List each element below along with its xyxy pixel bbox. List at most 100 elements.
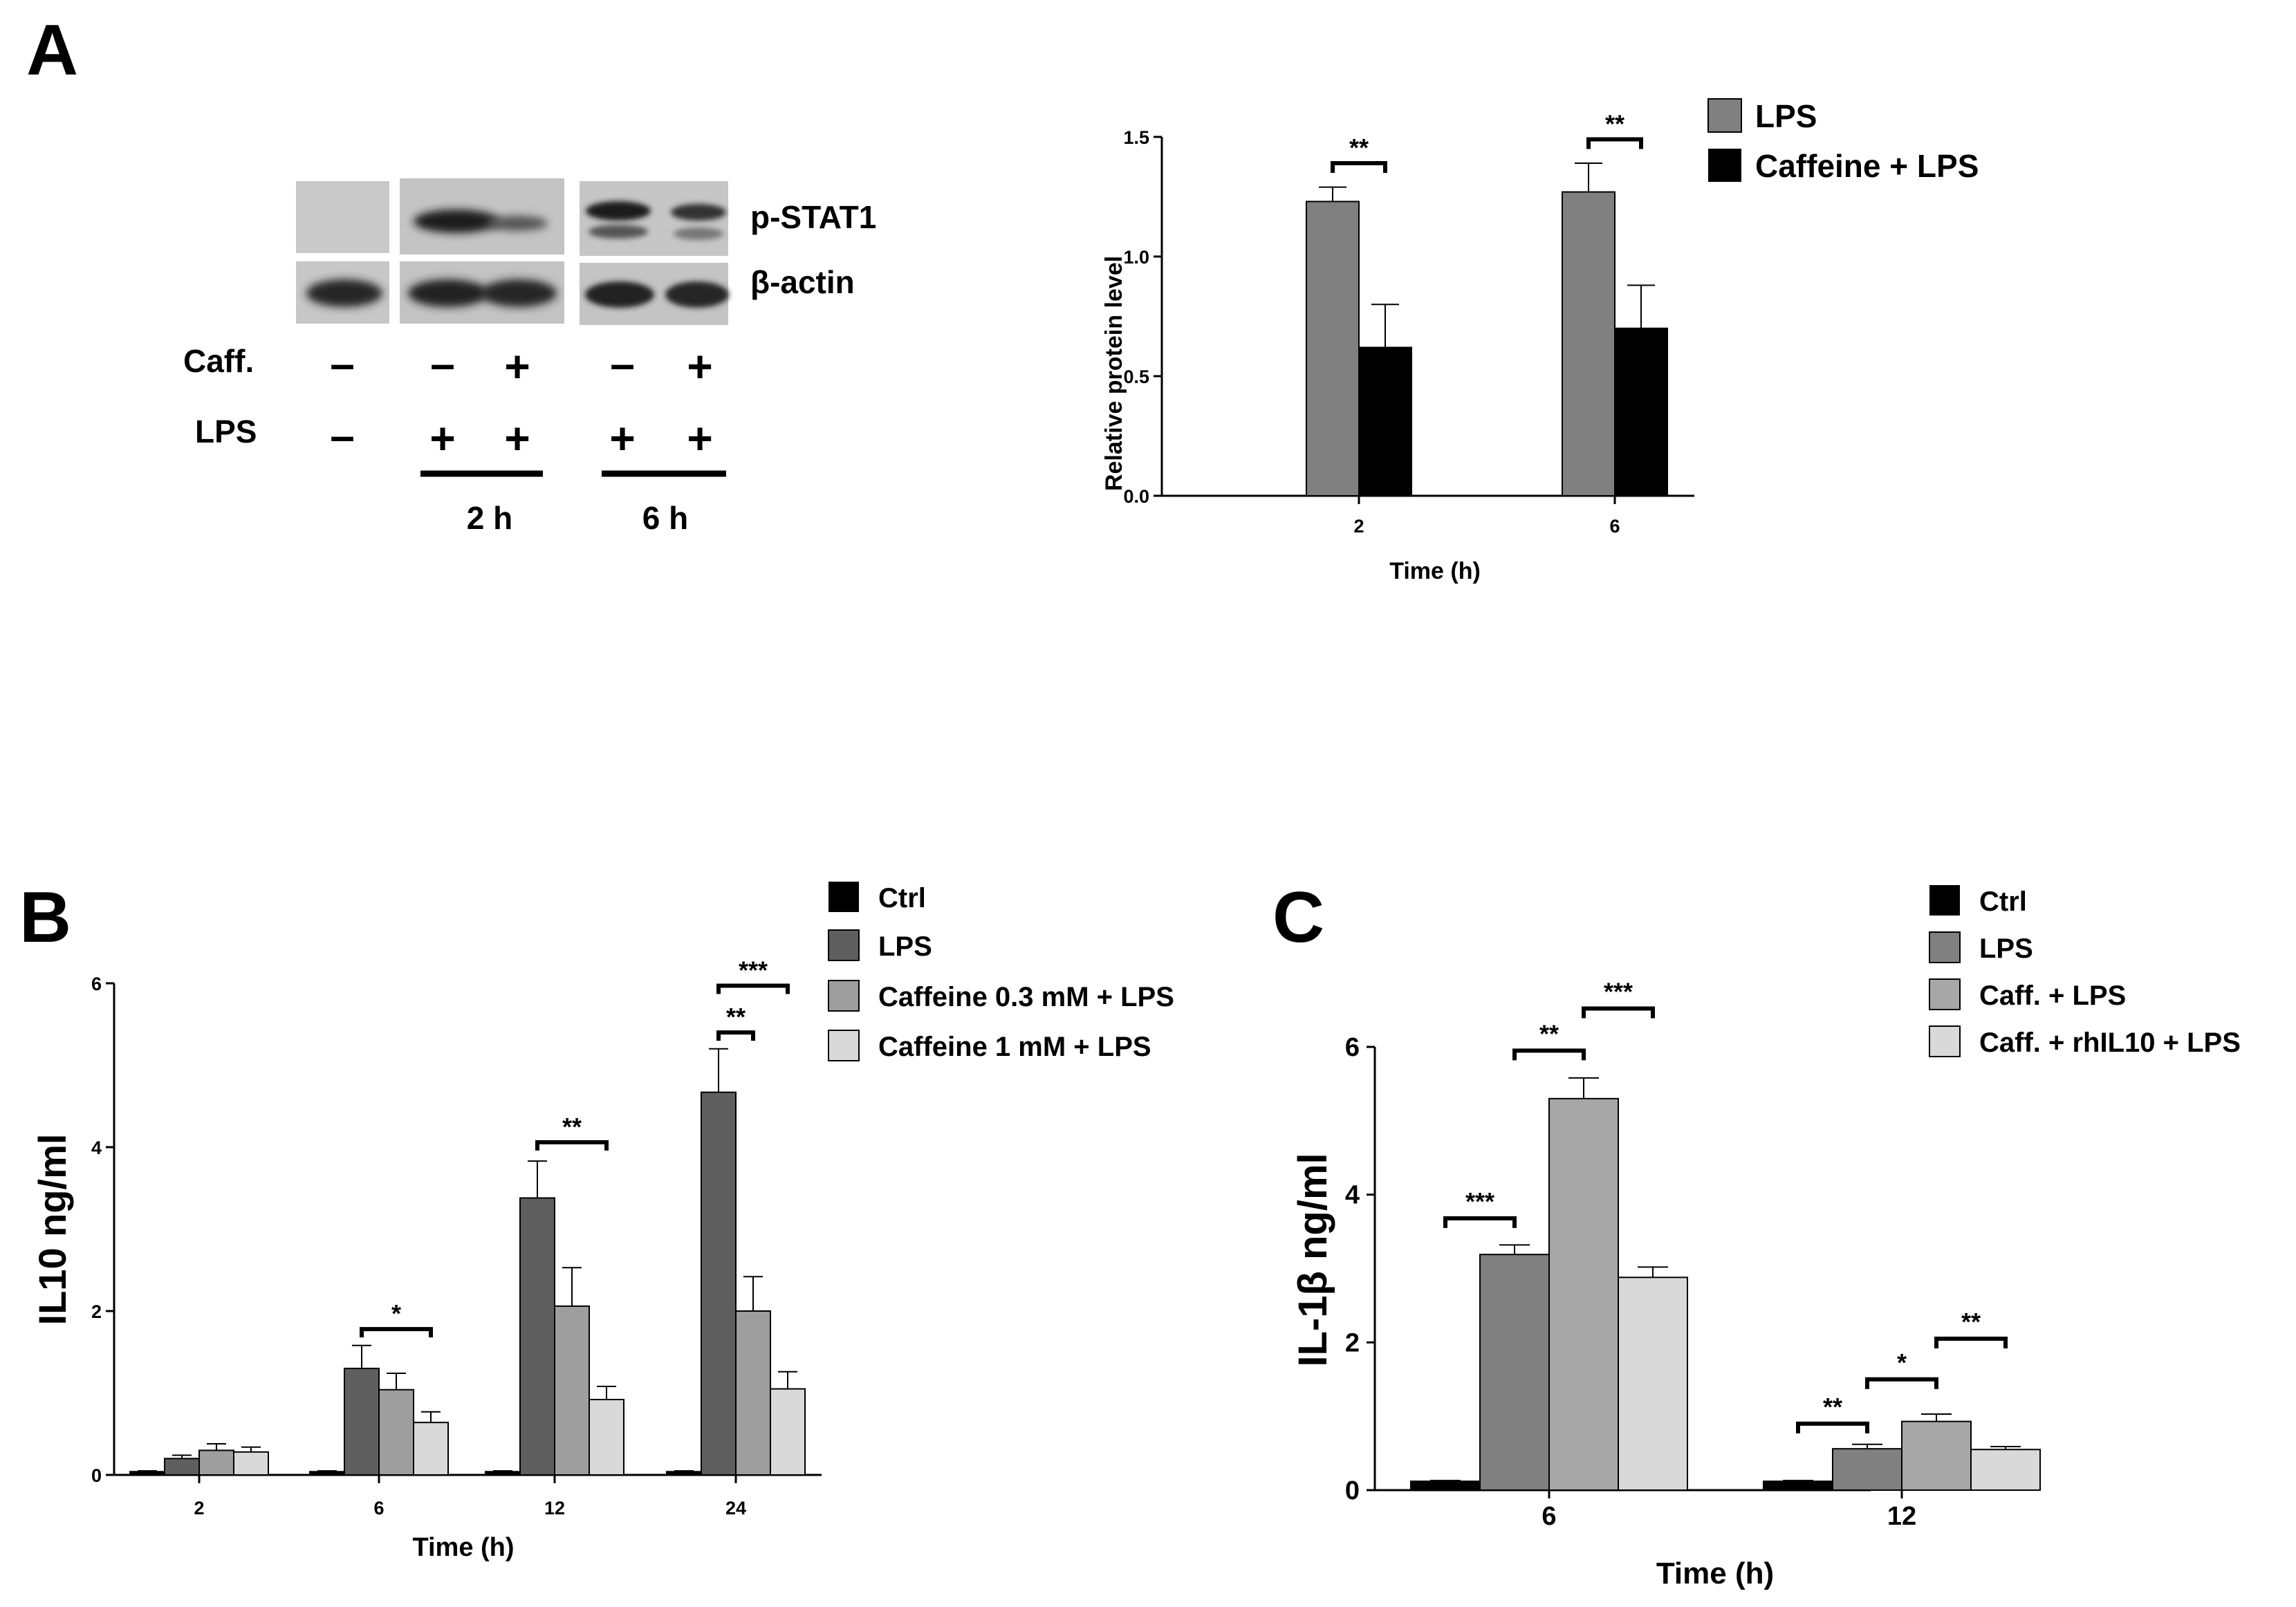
y-tick-label: 2 xyxy=(1345,1328,1360,1357)
bar xyxy=(1479,1254,1550,1491)
significance-label: ** xyxy=(562,1113,582,1141)
bar xyxy=(378,1388,414,1476)
legend-swatch-lps xyxy=(828,929,860,961)
legend-swatch-caff-rhil10-lps xyxy=(1929,1025,1961,1057)
legend-label-caff-lps: Caff. + LPS xyxy=(1979,981,2126,1011)
significance-label: ** xyxy=(1961,1308,1981,1336)
actin-band xyxy=(585,281,654,308)
y-tick-label: 0 xyxy=(91,1465,102,1486)
x-tick-label: 12 xyxy=(1887,1502,1916,1531)
bar xyxy=(1306,201,1360,496)
bar xyxy=(413,1422,449,1476)
bar xyxy=(770,1388,806,1476)
legend-label-lps: LPS xyxy=(1755,98,1817,134)
y-tick-label: 0.5 xyxy=(1123,366,1149,387)
significance-bracket xyxy=(360,1327,433,1338)
significance-bracket xyxy=(1331,161,1387,174)
significance-bracket xyxy=(1443,1216,1517,1228)
significance-label: * xyxy=(1897,1348,1907,1377)
bar xyxy=(589,1398,624,1476)
legend-swatch-ctrl xyxy=(828,882,859,912)
legend-label-ctrl: Ctrl xyxy=(878,883,926,913)
significance-bracket xyxy=(1934,1336,2008,1348)
y-tick-label: 1.0 xyxy=(1123,247,1149,268)
x-tick-label: 6 xyxy=(373,1498,384,1518)
significance-label: *** xyxy=(1465,1187,1494,1216)
actin-band xyxy=(665,281,729,308)
legend-swatch-caffeine-03 xyxy=(828,980,860,1012)
bar xyxy=(309,1471,345,1476)
y-tick-label: 4 xyxy=(91,1137,102,1158)
legend-label-caff-rhil10-lps: Caff. + rhIL10 + LPS xyxy=(1979,1028,2241,1058)
band-label-actin: β-actin xyxy=(750,264,855,300)
significance-bracket xyxy=(1582,1006,1655,1019)
significance-label: *** xyxy=(1604,977,1633,1005)
significance-label: ** xyxy=(1349,133,1369,162)
pstat1-band xyxy=(487,216,548,231)
caff-sign: – xyxy=(430,339,455,389)
significance-label: *** xyxy=(739,956,768,985)
bar xyxy=(701,1091,737,1476)
bar xyxy=(233,1451,269,1476)
bar xyxy=(164,1458,200,1476)
x-tick-label: 6 xyxy=(1542,1502,1556,1531)
lps-sign: + xyxy=(609,414,635,463)
x-tick-label: 24 xyxy=(725,1498,746,1518)
chart-b-legend: Ctrl LPS Caffeine 0.3 mM + LPS Caffeine … xyxy=(828,882,1174,1062)
significance-bracket xyxy=(1512,1048,1586,1061)
significance-bracket xyxy=(535,1140,609,1151)
blot-pstat1-panel-1 xyxy=(296,181,389,253)
chart-c-legend: Ctrl LPS Caff. + LPS Caff. + rhIL10 + LP… xyxy=(1929,885,2241,1058)
significance-label: * xyxy=(391,1299,401,1328)
legend-label-ctrl: Ctrl xyxy=(1979,886,2027,917)
y-tick-label: 0.0 xyxy=(1123,486,1149,507)
bar xyxy=(666,1471,702,1476)
actin-band xyxy=(408,279,488,307)
x-tick-label: 2 xyxy=(1353,516,1364,537)
y-tick-label: 4 xyxy=(1345,1181,1360,1210)
significance-bracket xyxy=(1796,1421,1869,1433)
pstat1-band xyxy=(674,227,723,240)
significance-bracket xyxy=(716,983,790,994)
y-tick-label: 0 xyxy=(1345,1476,1360,1505)
bar xyxy=(1970,1449,2041,1492)
chart-c-ylabel: IL-1β ng/ml xyxy=(1290,1153,1335,1366)
lps-sign: – xyxy=(330,411,355,461)
row-label-lps: LPS xyxy=(195,414,257,449)
band-label-pstat1: p-STAT1 xyxy=(750,199,876,235)
bar xyxy=(1548,1097,1619,1491)
caff-sign: – xyxy=(610,339,635,389)
y-tick-label: 6 xyxy=(1345,1033,1360,1062)
significance-label: ** xyxy=(726,1003,746,1031)
bar xyxy=(129,1471,165,1476)
bar xyxy=(519,1197,555,1476)
pstat1-band xyxy=(589,225,648,239)
legend-swatch-caffeine-1 xyxy=(828,1030,860,1061)
bar xyxy=(1763,1480,1833,1491)
bar xyxy=(1618,1276,1688,1491)
legend-swatch-ctrl xyxy=(1929,885,1960,916)
chart-a-xlabel: Time (h) xyxy=(1389,558,1481,584)
bar xyxy=(735,1310,771,1476)
caff-sign: – xyxy=(330,339,355,389)
legend-label-lps: LPS xyxy=(1979,933,2033,964)
pstat1-band xyxy=(671,204,726,221)
western-blot: p-STAT1 β-actin Caff. LPS – – + – + – + … xyxy=(183,178,876,536)
bar xyxy=(1614,327,1668,496)
time-group-label: 6 h xyxy=(642,500,688,536)
significance-bracket xyxy=(716,1030,755,1041)
bar xyxy=(554,1305,590,1476)
legend-swatch-caffeine-lps xyxy=(1708,149,1741,182)
bar xyxy=(1410,1480,1481,1491)
legend-swatch-caff-lps xyxy=(1929,978,1961,1010)
significance-bracket xyxy=(1586,137,1643,149)
x-tick-label: 12 xyxy=(544,1498,565,1518)
legend-swatch-lps xyxy=(1929,931,1961,963)
legend-label-caffeine-1: Caffeine 1 mM + LPS xyxy=(878,1032,1151,1062)
significance-label: ** xyxy=(1539,1019,1559,1048)
chart-a-legend: LPS Caffeine + LPS xyxy=(1707,98,1979,184)
chart-a: Relative protein level Time (h) 0.0 0.5 1.… xyxy=(1101,109,1694,584)
actin-band xyxy=(306,279,382,307)
